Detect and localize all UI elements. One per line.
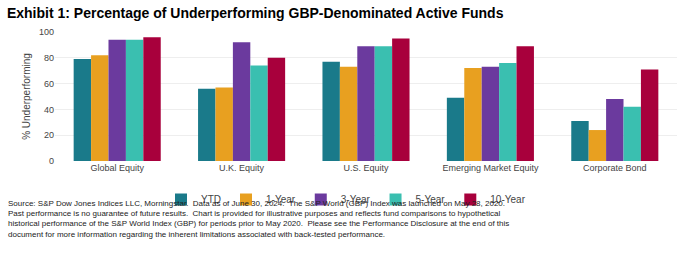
svg-text:5-Year: 5-Year (416, 194, 446, 205)
svg-text:Global Equity: Global Equity (90, 163, 144, 173)
svg-text:60: 60 (44, 79, 54, 89)
svg-text:historical performance of the: historical performance of the S&P World … (8, 219, 509, 228)
svg-text:1-Year: 1-Year (266, 194, 296, 205)
svg-text:U.S. Equity: U.S. Equity (343, 163, 389, 173)
svg-text:Emerging Market Equity: Emerging Market Equity (442, 163, 539, 173)
svg-text:3-Year: 3-Year (341, 194, 371, 205)
svg-text:document for more information: document for more information regarding … (8, 230, 385, 239)
svg-text:U.K. Equity: U.K. Equity (219, 163, 265, 173)
svg-text:100: 100 (39, 27, 54, 37)
svg-text:Source: S&P Dow Jones Indices: Source: S&P Dow Jones Indices LLC, Morni… (8, 199, 505, 208)
svg-text:Past performance is no guarant: Past performance is no guarantee of futu… (8, 209, 500, 218)
svg-text:% Underperforming: % Underperforming (21, 53, 32, 140)
svg-text:0: 0 (49, 156, 54, 166)
svg-text:Corporate Bond: Corporate Bond (583, 163, 647, 173)
svg-text:10-Year: 10-Year (490, 194, 525, 205)
svg-text:40: 40 (44, 105, 54, 115)
svg-text:80: 80 (44, 53, 54, 63)
svg-text:20: 20 (44, 130, 54, 140)
svg-text:YTD: YTD (201, 194, 221, 205)
svg-text:Exhibit 1: Percentage of Under: Exhibit 1: Percentage of Underperforming… (7, 5, 504, 21)
